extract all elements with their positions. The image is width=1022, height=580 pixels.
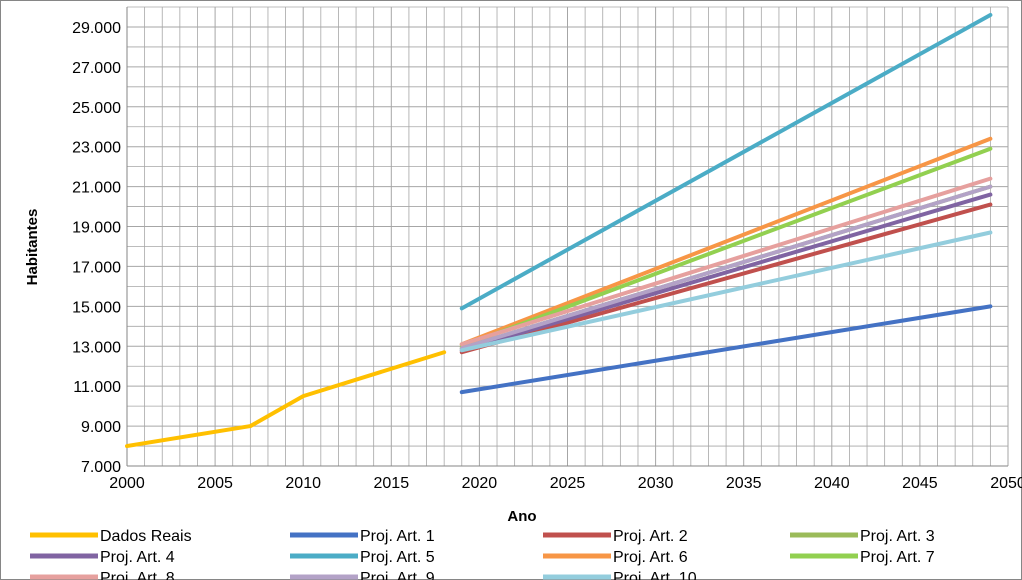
x-tick-label: 2035 bbox=[726, 475, 762, 492]
legend-label: Proj. Art. 7 bbox=[860, 549, 935, 566]
legend-label: Proj. Art. 9 bbox=[360, 570, 435, 580]
y-tick-label: 15.000 bbox=[72, 299, 121, 316]
x-tick-label: 2050 bbox=[990, 475, 1022, 492]
x-tick-label: 2010 bbox=[285, 475, 321, 492]
x-axis-title: Ano bbox=[507, 508, 536, 525]
x-tick-label: 2030 bbox=[638, 475, 674, 492]
y-tick-label: 17.000 bbox=[72, 259, 121, 276]
legend-label: Proj. Art. 10 bbox=[613, 570, 697, 580]
x-tick-label: 2025 bbox=[550, 475, 586, 492]
x-tick-label: 2005 bbox=[197, 475, 233, 492]
y-tick-label: 27.000 bbox=[72, 60, 121, 77]
y-tick-label: 25.000 bbox=[72, 100, 121, 117]
y-tick-label: 11.000 bbox=[73, 379, 121, 396]
legend-label: Proj. Art. 5 bbox=[360, 549, 435, 566]
y-tick-label: 19.000 bbox=[72, 220, 121, 237]
y-tick-label: 23.000 bbox=[72, 140, 121, 157]
x-tick-label: 2000 bbox=[109, 475, 145, 492]
legend-label: Proj. Art. 3 bbox=[860, 528, 935, 545]
x-tick-label: 2015 bbox=[374, 475, 410, 492]
legend-label: Proj. Art. 1 bbox=[360, 528, 435, 545]
x-tick-label: 2020 bbox=[462, 475, 498, 492]
y-tick-label: 29.000 bbox=[72, 20, 121, 37]
legend-label: Dados Reais bbox=[100, 528, 192, 545]
y-axis-title: Habitantes bbox=[24, 209, 41, 286]
y-tick-label: 9.000 bbox=[81, 419, 121, 436]
y-tick-label: 21.000 bbox=[72, 180, 121, 197]
legend-label: Proj. Art. 2 bbox=[613, 528, 688, 545]
x-tick-label: 2040 bbox=[814, 475, 850, 492]
y-tick-label: 13.000 bbox=[72, 339, 121, 356]
y-tick-label: 7.000 bbox=[81, 459, 121, 476]
legend-label: Proj. Art. 4 bbox=[100, 549, 175, 566]
x-tick-label: 2045 bbox=[902, 475, 938, 492]
legend-label: Proj. Art. 6 bbox=[613, 549, 688, 566]
legend-label: Proj. Art. 8 bbox=[100, 570, 175, 580]
